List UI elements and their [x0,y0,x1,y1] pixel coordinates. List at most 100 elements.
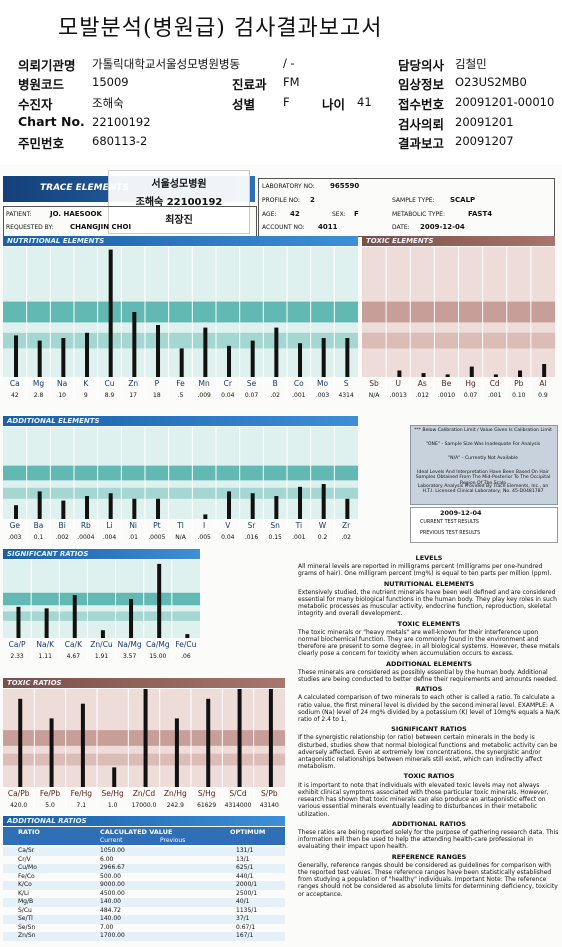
element-label: Sr [248,521,257,530]
element-value: .009 [197,392,211,399]
field-label: PATIENT: [6,211,32,218]
element-value: .001 [488,392,502,399]
table-row-band [3,881,285,890]
element-value: .0013 [390,392,407,399]
table-cell: Cu/Mo [18,864,37,871]
element-label: S [344,379,349,388]
stamp: 서울성모병원 조해숙 22100192 최장진 [108,170,250,234]
info-label: Chart No. [18,114,85,129]
bar [321,338,326,377]
legend-text: "ONE" - Sample Size Was Inadequate For A… [425,442,541,447]
element-label: S/Cd [229,789,247,798]
table-cell: 2000/1 [236,881,258,888]
element-value: .5 [178,392,184,399]
element-label: Sb [369,379,379,388]
element-value: 43140 [260,802,279,809]
element-label: As [418,379,427,388]
bar [14,505,19,519]
element-value: 2.8 [34,392,44,399]
element-label: Be [442,379,452,388]
bar [85,332,90,377]
bar [143,689,148,787]
table-cell: 140.00 [100,915,121,922]
field-box [3,206,257,237]
element-value: .004 [103,534,117,541]
bar [61,338,66,377]
bar [80,703,85,787]
bar [250,340,255,377]
element-value: 1.11 [39,653,53,660]
element-value: 242.9 [167,802,184,809]
bar [100,630,105,638]
note-text: It is important to note that individuals… [298,781,549,818]
field-value: 42 [290,210,300,218]
table-cell: 484.72 [100,906,121,914]
element-label: S/Pb [261,789,278,798]
bar [542,364,547,377]
range-band [3,332,358,349]
element-label: Se/Hg [102,789,125,798]
range-band [3,611,200,621]
element-value: N/A [369,392,381,399]
bar [203,514,208,519]
element-label: Na/K [36,640,55,649]
table-cell: Se/Sn [18,923,36,931]
bar [179,348,184,377]
element-label: W [319,521,327,530]
info-label: 성별 [232,97,256,112]
element-value: .02 [270,392,280,399]
table-cell: Mg/B [18,898,34,905]
table-cell: 4500.00 [100,889,125,897]
element-label: Zn/Cu [90,640,113,649]
bar [237,689,242,787]
element-value: .001 [292,392,306,399]
element-value: 4.67 [67,653,81,660]
element-value: .003 [316,392,330,399]
element-label: Na/Mg [118,640,142,649]
field-label: PROFILE NO: [262,197,300,204]
table-cell: 13/1 [236,855,250,863]
field-label: SEX: [332,211,346,218]
element-value: .001 [292,534,306,541]
bar [61,500,66,519]
element-value: 0.2 [318,534,328,541]
element-label: Zn/Cd [133,789,156,798]
element-label: Cu [105,379,115,388]
note-heading: LEVELS [415,554,443,562]
field-value: 965590 [330,182,360,190]
field-label: REQUESTED BY: [6,224,54,231]
bar [112,767,117,787]
bar [321,484,326,519]
table-row-band [3,932,285,941]
bar [345,338,350,377]
table-subheader: Current [100,837,123,844]
bar [397,370,402,377]
element-label: Cr [224,379,233,388]
table-header: CALCULATED VALUE [100,828,173,836]
bar [18,698,23,787]
field-value: F [354,210,359,218]
table-row-band [3,847,285,856]
field-label: LABORATORY NO: [262,183,315,190]
note-text: Extensively studied, the nutrient minera… [298,588,557,618]
section-title: NUTRITIONAL ELEMENTS [3,236,358,246]
element-value: 17 [129,392,137,399]
info-value: 20091201 [455,115,514,129]
info-label: 검사의뢰 [398,117,445,132]
field-value: SCALP [450,196,476,204]
element-value: .002 [55,534,69,541]
element-value: 1.0 [108,802,118,809]
info-label: 주민번호 [18,136,65,151]
legend-text: "N/A" - Currently Not Available [448,456,518,461]
element-value: 0.07 [464,392,478,399]
field-label: AGE: [262,211,277,218]
element-value: 42 [11,392,19,399]
info-value: 15009 [92,75,129,89]
note-text: A calculated comparison of two minerals … [298,694,560,724]
table-cell: K/Li [18,889,29,897]
bar [298,486,303,519]
element-label: Cd [490,379,500,388]
table-row-band [3,864,285,873]
element-label: Pb [514,379,524,388]
bar [203,327,208,377]
